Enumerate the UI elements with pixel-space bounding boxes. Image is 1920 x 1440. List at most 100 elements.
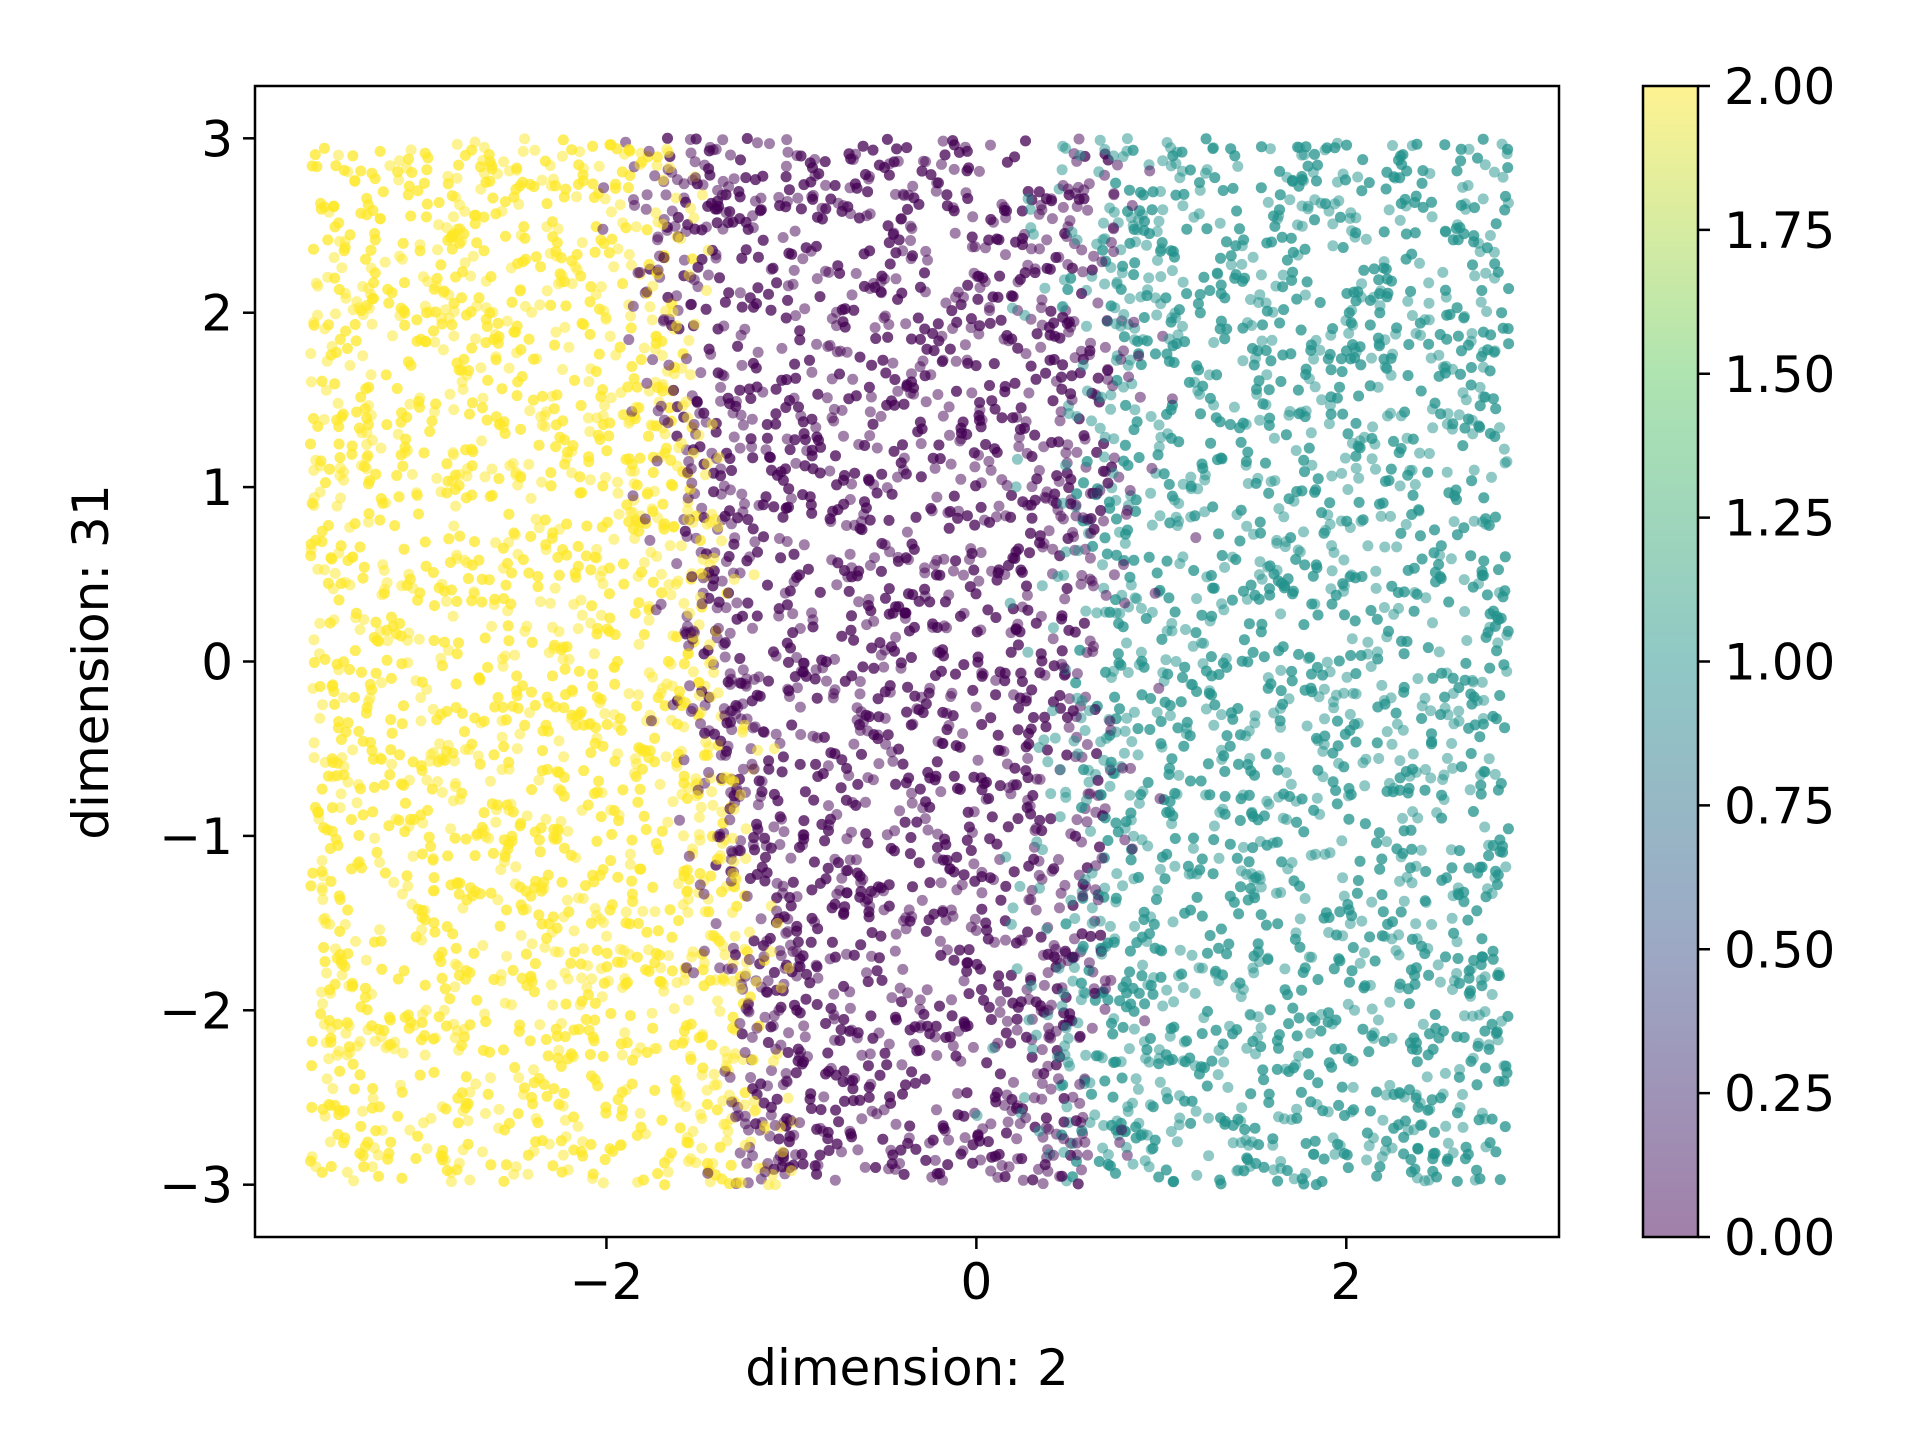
scatter-point (686, 951, 698, 963)
scatter-point (1063, 721, 1075, 733)
scatter-point (577, 943, 589, 955)
scatter-point (887, 357, 899, 369)
scatter-point (736, 359, 748, 371)
scatter-point (1001, 480, 1013, 491)
scatter-point (1370, 582, 1382, 594)
scatter-point (1486, 989, 1498, 1000)
scatter-point (490, 537, 502, 549)
scatter-point (1274, 751, 1286, 763)
scatter-point (1085, 825, 1096, 837)
scatter-point (612, 476, 624, 488)
scatter-point (1281, 767, 1292, 779)
scatter-point (425, 1112, 437, 1124)
scatter-point (486, 463, 498, 475)
scatter-point (1000, 934, 1011, 946)
scatter-point (1200, 703, 1212, 715)
scatter-point (1327, 218, 1339, 230)
scatter-point (966, 387, 978, 399)
scatter-point (707, 799, 719, 811)
scatter-point (890, 928, 902, 940)
scatter-point (533, 522, 545, 534)
scatter-point (1442, 1137, 1454, 1149)
scatter-point (1001, 1015, 1013, 1027)
scatter-point (667, 796, 679, 808)
scatter-point (550, 326, 562, 338)
scatter-point (1292, 219, 1303, 231)
scatter-point (605, 392, 617, 404)
scatter-point (785, 493, 797, 504)
scatter-point (1062, 439, 1074, 451)
scatter-point (524, 405, 536, 417)
scatter-point (1445, 844, 1457, 856)
scatter-point (1143, 272, 1155, 284)
scatter-point (1119, 537, 1131, 549)
scatter-point (1306, 951, 1318, 963)
scatter-point (563, 341, 575, 353)
scatter-point (308, 752, 320, 764)
scatter-point (448, 404, 460, 416)
scatter-point (1247, 251, 1259, 263)
scatter-point (852, 1144, 864, 1156)
scatter-point (1464, 784, 1476, 796)
scatter-point (1263, 798, 1275, 810)
scatter-point (1383, 204, 1395, 216)
scatter-point (1254, 414, 1266, 426)
scatter-point (1423, 297, 1435, 309)
scatter-point (632, 689, 644, 701)
scatter-point (1427, 617, 1438, 629)
scatter-point (608, 261, 620, 273)
scatter-point (308, 634, 320, 646)
scatter-points (305, 132, 1515, 1191)
scatter-point (774, 839, 786, 850)
scatter-point (947, 1040, 959, 1052)
scatter-point (1275, 664, 1287, 676)
scatter-point (1338, 890, 1350, 902)
scatter-point (811, 273, 823, 285)
scatter-point (1370, 565, 1382, 577)
scatter-point (1426, 211, 1438, 223)
scatter-point (828, 403, 840, 415)
scatter-point (1324, 399, 1336, 411)
scatter-point (1253, 569, 1265, 581)
scatter-point (736, 488, 748, 500)
scatter-point (1260, 297, 1272, 309)
scatter-point (1254, 289, 1266, 301)
scatter-point (1497, 171, 1509, 183)
scatter-point (1017, 1174, 1029, 1186)
scatter-point (865, 391, 877, 403)
scatter-point (959, 1132, 971, 1144)
scatter-point (782, 926, 794, 938)
scatter-point (848, 738, 860, 750)
scatter-point (708, 1068, 720, 1080)
scatter-point (1174, 1112, 1186, 1124)
scatter-point (1189, 987, 1201, 999)
scatter-point (856, 1113, 868, 1125)
scatter-point (1437, 266, 1449, 278)
scatter-point (850, 268, 862, 279)
scatter-point (1372, 1014, 1384, 1026)
scatter-point (456, 376, 468, 388)
scatter-point (1177, 276, 1189, 288)
scatter-point (588, 648, 600, 660)
scatter-point (1381, 836, 1393, 848)
scatter-point (515, 930, 527, 941)
scatter-point (873, 758, 885, 770)
scatter-point (336, 969, 348, 981)
scatter-point (1219, 561, 1231, 573)
scatter-point (1451, 968, 1463, 979)
scatter-point (503, 362, 515, 374)
scatter-point (1394, 214, 1406, 226)
scatter-point (449, 1032, 461, 1044)
scatter-point (1172, 329, 1184, 341)
scatter-point (595, 609, 607, 621)
scatter-point (1160, 654, 1172, 666)
scatter-point (1171, 1136, 1183, 1148)
scatter-point (462, 1115, 474, 1127)
scatter-point (1448, 516, 1460, 528)
scatter-point (1086, 902, 1098, 914)
scatter-point (749, 536, 761, 548)
scatter-point (1354, 957, 1366, 969)
scatter-point (878, 661, 890, 673)
scatter-point (1409, 479, 1421, 490)
scatter-point (1427, 422, 1439, 434)
